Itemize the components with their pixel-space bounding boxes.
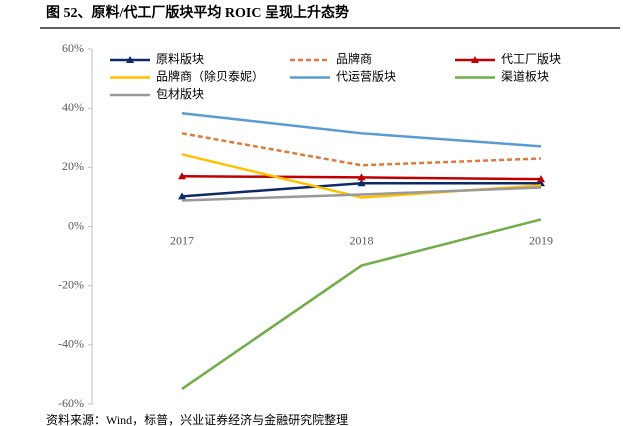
legend-label: 原料版块 — [156, 52, 204, 66]
legend-label: 代运营版块 — [336, 69, 396, 83]
series-line — [181, 132, 542, 167]
point-marker — [178, 172, 186, 180]
x-tick-label: 2018 — [350, 233, 374, 247]
y-tick-label: 20% — [62, 159, 84, 173]
legend-marker — [471, 56, 479, 63]
legend-label: 包材版块 — [156, 87, 204, 101]
legend-label: 代工厂版块 — [501, 52, 561, 66]
series-line — [181, 218, 542, 390]
source-note: 资料来源：Wind，标普，兴业证券经济与金融研究院整理 — [46, 412, 348, 426]
y-tick-label: 40% — [62, 100, 84, 114]
chart-title: 图 52、原料/代工厂版块平均 ROIC 呈现上升态势 — [46, 4, 349, 21]
y-tick-label: 60% — [62, 41, 84, 55]
x-tick-label: 2019 — [529, 233, 553, 247]
point-marker — [178, 192, 186, 200]
x-tick-label: 2017 — [170, 233, 194, 247]
point-marker — [357, 179, 366, 187]
legend-label: 品牌商（除贝泰妮） — [156, 68, 264, 83]
point-marker — [537, 175, 545, 183]
y-tick-label: -60% — [58, 396, 84, 410]
legend-label: 品牌商 — [336, 51, 372, 66]
series-line — [181, 111, 542, 148]
series-line — [181, 186, 542, 202]
y-tick-label: -20% — [58, 277, 84, 291]
legend-marker — [126, 56, 134, 63]
legend-label: 渠道板块 — [501, 69, 549, 83]
point-marker — [357, 173, 366, 181]
y-tick-label: 0% — [68, 218, 84, 232]
y-tick-label: -40% — [58, 337, 84, 351]
